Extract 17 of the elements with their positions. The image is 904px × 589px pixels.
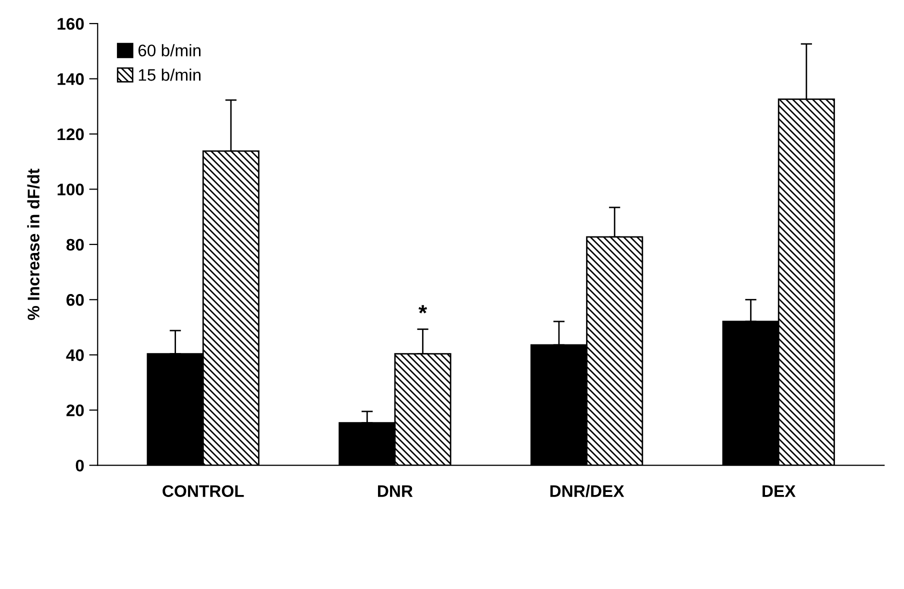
y-tick-label: 40 <box>66 349 84 362</box>
y-tick-label: 0 <box>76 460 84 472</box>
x-tick-label: DNR/DEX <box>550 484 624 498</box>
annotation: * <box>418 305 428 314</box>
y-tick-label: 20 <box>66 404 84 416</box>
y-tick-label: 80 <box>66 238 84 251</box>
x-tick-label: DNR <box>378 485 413 497</box>
x-tick-label: CONTROL <box>162 485 244 497</box>
y-tick-label: 60 <box>66 294 84 306</box>
y-tick-label: 160 <box>58 18 84 30</box>
legend-label: 15 b/min <box>138 68 200 81</box>
y-tick-label: 100 <box>58 184 84 196</box>
legend-label: 60 b/min <box>138 44 200 56</box>
y-tick-label: 140 <box>58 73 84 85</box>
y-axis-title: % Increase in dF/dt <box>27 168 40 320</box>
y-tick-label: 120 <box>58 128 84 140</box>
x-tick-label: DEX <box>762 485 796 497</box>
